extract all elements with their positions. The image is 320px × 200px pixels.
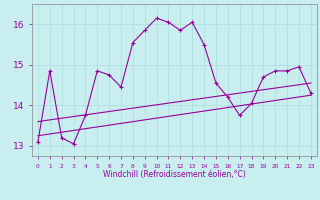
X-axis label: Windchill (Refroidissement éolien,°C): Windchill (Refroidissement éolien,°C) xyxy=(103,170,246,179)
